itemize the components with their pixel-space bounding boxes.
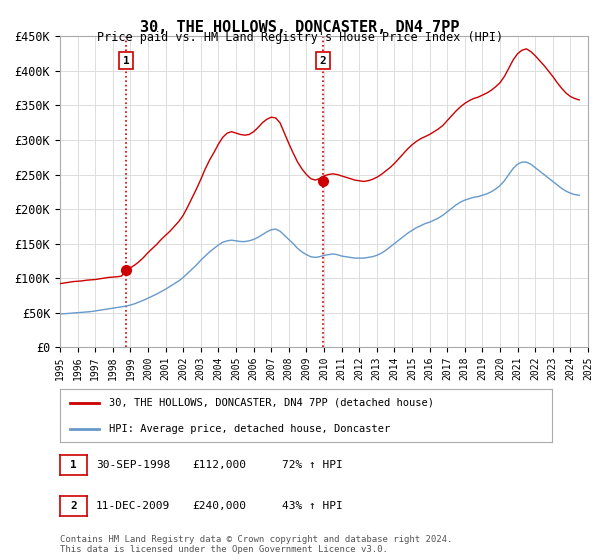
Text: 1: 1	[70, 460, 77, 470]
Text: 11-DEC-2009: 11-DEC-2009	[96, 501, 170, 511]
Text: Price paid vs. HM Land Registry's House Price Index (HPI): Price paid vs. HM Land Registry's House …	[97, 31, 503, 44]
Text: 2: 2	[320, 55, 326, 66]
Text: 2: 2	[70, 501, 77, 511]
Text: HPI: Average price, detached house, Doncaster: HPI: Average price, detached house, Donc…	[109, 424, 391, 434]
Text: Contains HM Land Registry data © Crown copyright and database right 2024.
This d: Contains HM Land Registry data © Crown c…	[60, 535, 452, 554]
Text: £240,000: £240,000	[192, 501, 246, 511]
Text: 30, THE HOLLOWS, DONCASTER, DN4 7PP (detached house): 30, THE HOLLOWS, DONCASTER, DN4 7PP (det…	[109, 398, 434, 408]
Text: £112,000: £112,000	[192, 460, 246, 470]
Text: 1: 1	[122, 55, 130, 66]
Text: 43% ↑ HPI: 43% ↑ HPI	[282, 501, 343, 511]
Text: 72% ↑ HPI: 72% ↑ HPI	[282, 460, 343, 470]
Text: 30-SEP-1998: 30-SEP-1998	[96, 460, 170, 470]
Text: 30, THE HOLLOWS, DONCASTER, DN4 7PP: 30, THE HOLLOWS, DONCASTER, DN4 7PP	[140, 20, 460, 35]
